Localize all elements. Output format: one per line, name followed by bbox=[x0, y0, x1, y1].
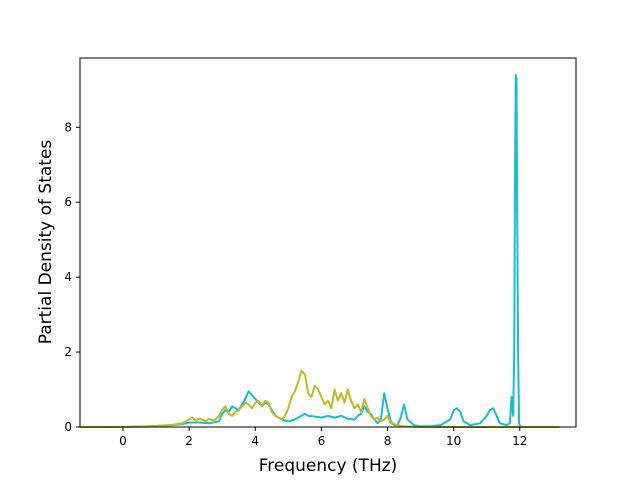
x-tick-label: 12 bbox=[512, 434, 527, 448]
x-tick-label: 2 bbox=[185, 434, 193, 448]
y-tick-label: 0 bbox=[64, 420, 72, 434]
x-tick-label: 0 bbox=[119, 434, 127, 448]
y-tick-label: 6 bbox=[64, 195, 72, 209]
x-tick-label: 4 bbox=[251, 434, 259, 448]
plot-content bbox=[80, 73, 560, 428]
plot-frame bbox=[79, 57, 577, 428]
y-axis-label: Partial Density of States bbox=[36, 140, 56, 345]
y-axis-ticks: 0 2 4 6 8 bbox=[64, 120, 80, 434]
x-axis-ticks: 0 2 4 6 8 10 12 bbox=[119, 427, 527, 448]
x-tick-label: 10 bbox=[446, 434, 461, 448]
x-axis-label: Frequency (THz) bbox=[259, 456, 398, 476]
y-tick-label: 8 bbox=[64, 120, 72, 134]
series-line-2 bbox=[80, 369, 560, 428]
x-tick-label: 8 bbox=[384, 434, 392, 448]
series-line-1 bbox=[80, 73, 560, 428]
y-tick-label: 4 bbox=[64, 270, 72, 284]
x-tick-label: 6 bbox=[318, 434, 326, 448]
y-tick-label: 2 bbox=[64, 345, 72, 359]
